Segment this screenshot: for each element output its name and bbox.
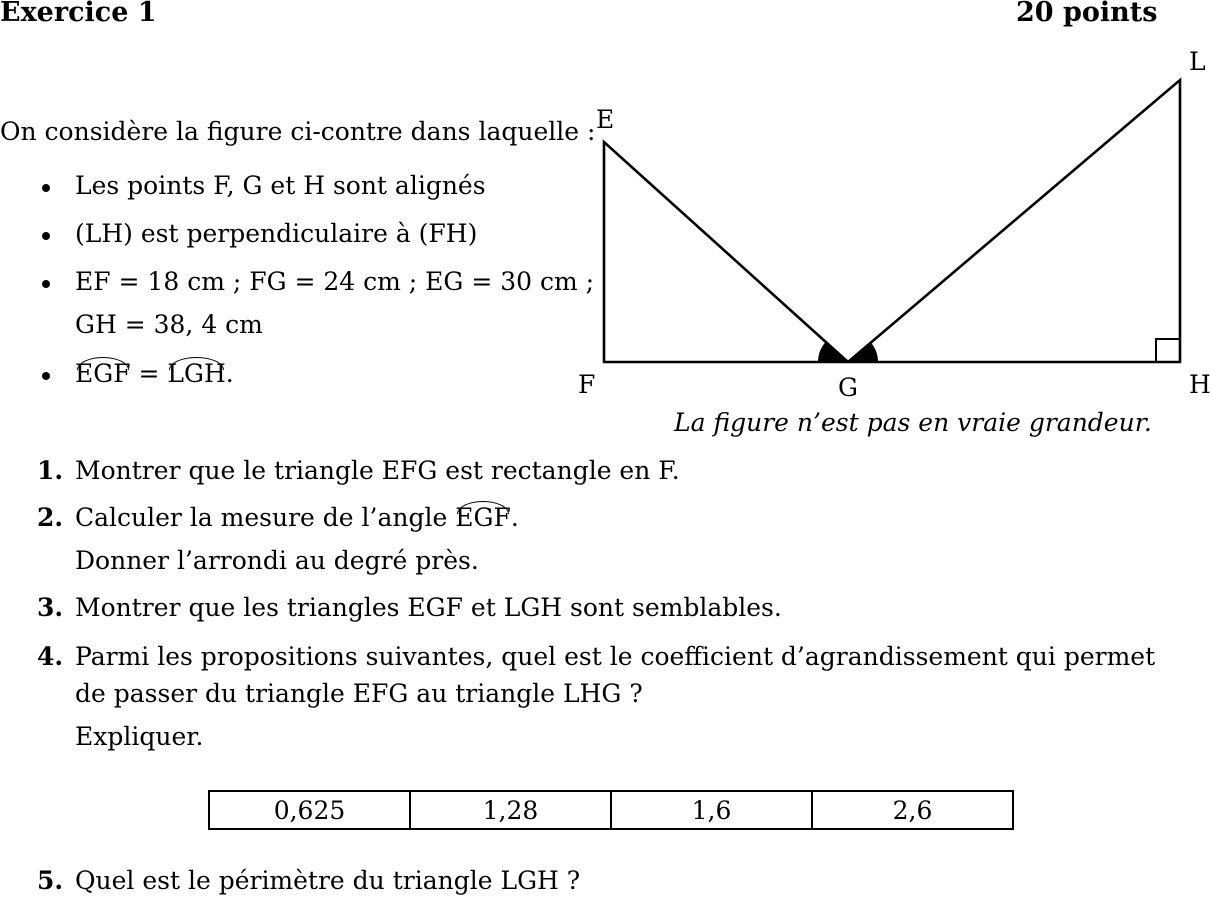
- angle-mark-lgh: [848, 343, 878, 362]
- proposal-cell: 1,28: [410, 791, 611, 829]
- proposal-cell: 0,625: [209, 791, 410, 829]
- question-number: 3.: [37, 593, 63, 622]
- question-4-line2: de passer du triangle EFG au triangle LH…: [75, 679, 643, 708]
- proposals-table: 0,625 1,28 1,6 2,6: [208, 790, 1014, 830]
- period: .: [511, 503, 519, 532]
- question-3: Montrer que les triangles EGF et LGH son…: [75, 593, 782, 622]
- proposal-cell: 2,6: [812, 791, 1013, 829]
- right-angle-mark: [1156, 339, 1180, 362]
- question-4-line1: Parmi les propositions suivantes, quel e…: [75, 642, 1155, 671]
- angle-egf: EGF: [455, 503, 511, 532]
- label-e: E: [596, 105, 614, 134]
- label-g: G: [838, 373, 858, 402]
- label-h: H: [1189, 370, 1211, 399]
- question-2: Calculer la mesure de l’angle EGF.: [75, 503, 519, 532]
- triangle-lgh: [848, 80, 1180, 362]
- table-row: 0,625 1,28 1,6 2,6: [209, 791, 1013, 829]
- label-f: F: [578, 370, 595, 399]
- question-number: 1.: [37, 456, 63, 485]
- question-5: Quel est le périmètre du triangle LGH ?: [75, 866, 580, 895]
- question-2-line2: Donner l’arrondi au degré près.: [75, 546, 479, 575]
- label-l: L: [1189, 47, 1206, 76]
- question-2-text: Calculer la mesure de l’angle: [75, 503, 455, 532]
- triangle-efg: [604, 142, 848, 362]
- question-number: 2.: [37, 503, 63, 532]
- question-number: 4.: [37, 642, 63, 671]
- angle-mark-egf: [818, 343, 848, 362]
- question-4-line3: Expliquer.: [75, 722, 203, 751]
- question-1: Montrer que le triangle EFG est rectangl…: [75, 456, 680, 485]
- proposal-cell: 1,6: [611, 791, 812, 829]
- question-number: 5.: [37, 866, 63, 895]
- figure-caption: La figure n’est pas en vraie grandeur.: [674, 408, 1152, 437]
